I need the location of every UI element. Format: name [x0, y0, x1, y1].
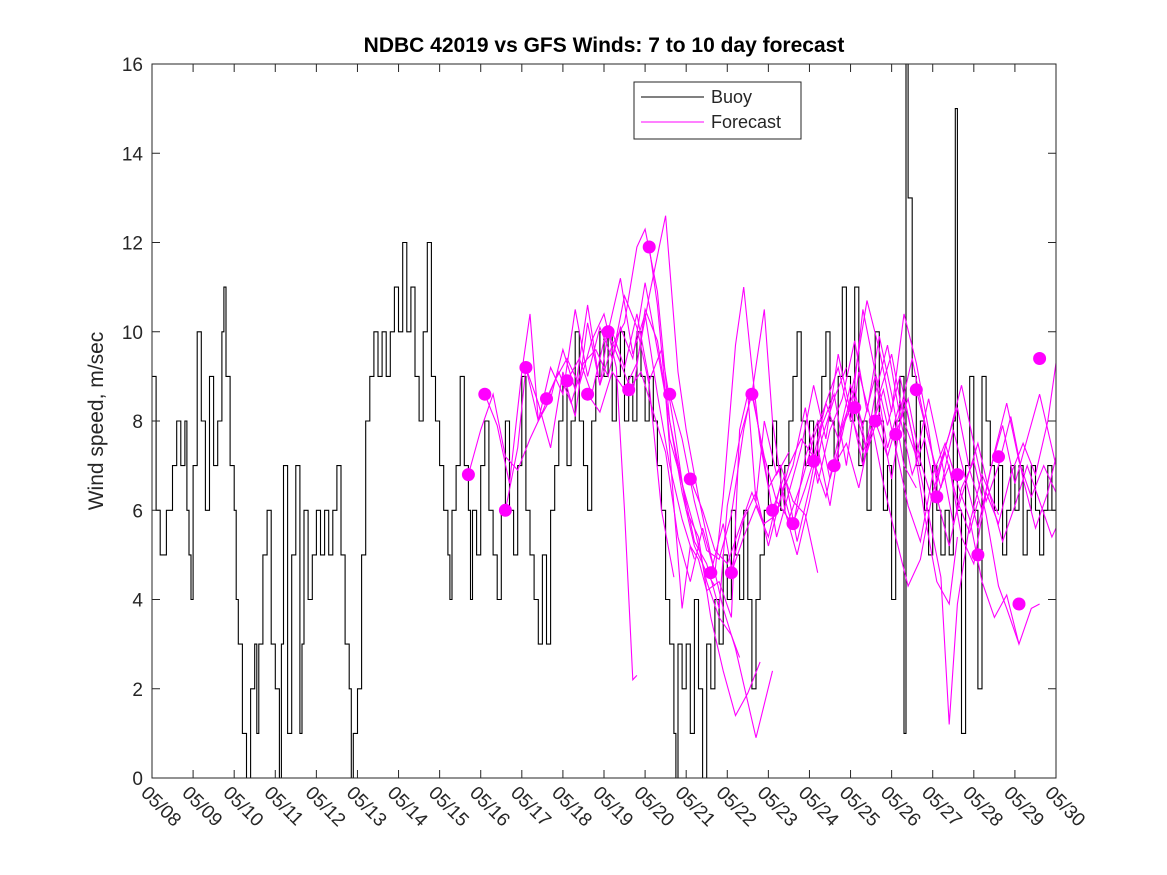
y-tick-label: 8	[132, 412, 143, 433]
forecast-marker-1	[461, 468, 475, 482]
forecast-marker-4	[519, 361, 533, 374]
forecast-marker-16	[766, 503, 779, 517]
forecast-marker-18	[807, 454, 821, 468]
forecast-marker-22	[889, 427, 903, 441]
forecast-run-10-line	[648, 246, 847, 609]
y-tick-label: 16	[122, 55, 143, 76]
y-tick-label: 12	[122, 234, 143, 255]
legend-box	[633, 81, 802, 140]
forecast-run-5-line	[546, 282, 741, 658]
chart-title: NDBC 42019 vs GFS Winds: 7 to 10 day for…	[364, 34, 845, 57]
plot-layer	[152, 64, 1056, 778]
legend-label-forecast: Forecast	[711, 112, 781, 132]
forecast-marker-14	[724, 566, 738, 580]
y-axis-label: Wind speed, m/sec	[85, 332, 108, 511]
legend: Buoy Forecast	[633, 81, 802, 140]
y-tick-label: 2	[132, 680, 143, 701]
forecast-marker-5	[540, 392, 553, 406]
forecast-marker-12	[683, 472, 697, 486]
forecast-marker-13	[704, 566, 718, 580]
forecast-marker-29	[1033, 352, 1047, 365]
forecast-marker-6	[560, 374, 574, 388]
forecast-marker-23	[909, 383, 923, 397]
y-tick-label: 10	[122, 323, 143, 344]
y-tick-label: 4	[132, 591, 143, 612]
forecast-marker-21	[868, 414, 882, 428]
forecast-run-22-line	[895, 396, 1056, 513]
forecast-marker-25	[950, 468, 964, 482]
forecast-run-2-line	[484, 294, 675, 578]
forecast-run-24-line	[936, 362, 1056, 566]
forecast-marker-9	[622, 383, 636, 397]
forecast-marker-26	[971, 548, 985, 562]
forecast-run-20-line	[854, 353, 1056, 544]
forecast-marker-2	[478, 387, 492, 401]
forecast-run-7-line	[587, 215, 774, 738]
forecast-marker-28	[1012, 597, 1026, 611]
forecast-run-11-line	[669, 353, 876, 561]
forecast-run-1-line	[467, 312, 638, 682]
plot-area	[152, 64, 1056, 778]
forecast-marker-19	[827, 459, 841, 473]
forecast-run-21-line	[874, 358, 1056, 531]
y-tick-label: 14	[122, 144, 144, 165]
forecast-marker-10	[642, 240, 656, 254]
forecast-marker-7	[581, 387, 595, 401]
forecast-marker-20	[848, 401, 862, 415]
forecast-marker-27	[992, 450, 1005, 464]
forecast-marker-17	[786, 517, 800, 531]
forecast-run-14-line	[730, 300, 938, 573]
forecast-marker-11	[663, 387, 677, 401]
forecast-marker-15	[745, 387, 759, 401]
forecast-run-12-line	[689, 376, 901, 565]
y-tick-label: 6	[132, 501, 143, 522]
buoy-series-line	[152, 64, 1056, 778]
forecast-marker-24	[930, 490, 944, 504]
forecast-run-18-line	[813, 344, 1020, 645]
forecast-marker-8	[601, 325, 615, 339]
forecast-run-9-line	[628, 287, 819, 582]
forecast-marker-3	[498, 503, 512, 517]
y-tick-label: 0	[132, 769, 143, 790]
forecast-run-19-line	[833, 387, 1040, 647]
legend-label-buoy: Buoy	[711, 87, 752, 107]
